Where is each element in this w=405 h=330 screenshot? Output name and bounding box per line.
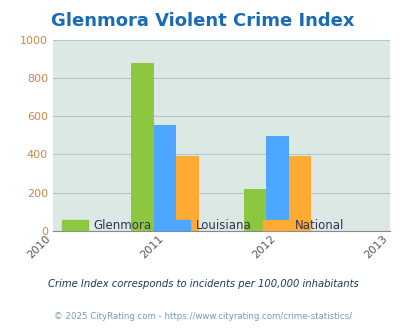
Bar (288, 156, 310, 231)
Text: © 2025 CityRating.com - https://www.cityrating.com/crime-statistics/: © 2025 CityRating.com - https://www.city… (54, 312, 351, 321)
Bar (243, 189, 266, 231)
Bar (131, 63, 153, 231)
Bar (266, 136, 288, 231)
Bar (153, 125, 176, 231)
Legend: Glenmora, Louisiana, National: Glenmora, Louisiana, National (57, 214, 348, 237)
Text: Crime Index corresponds to incidents per 100,000 inhabitants: Crime Index corresponds to incidents per… (47, 279, 358, 289)
Text: Glenmora Violent Crime Index: Glenmora Violent Crime Index (51, 12, 354, 30)
Bar (176, 156, 198, 231)
